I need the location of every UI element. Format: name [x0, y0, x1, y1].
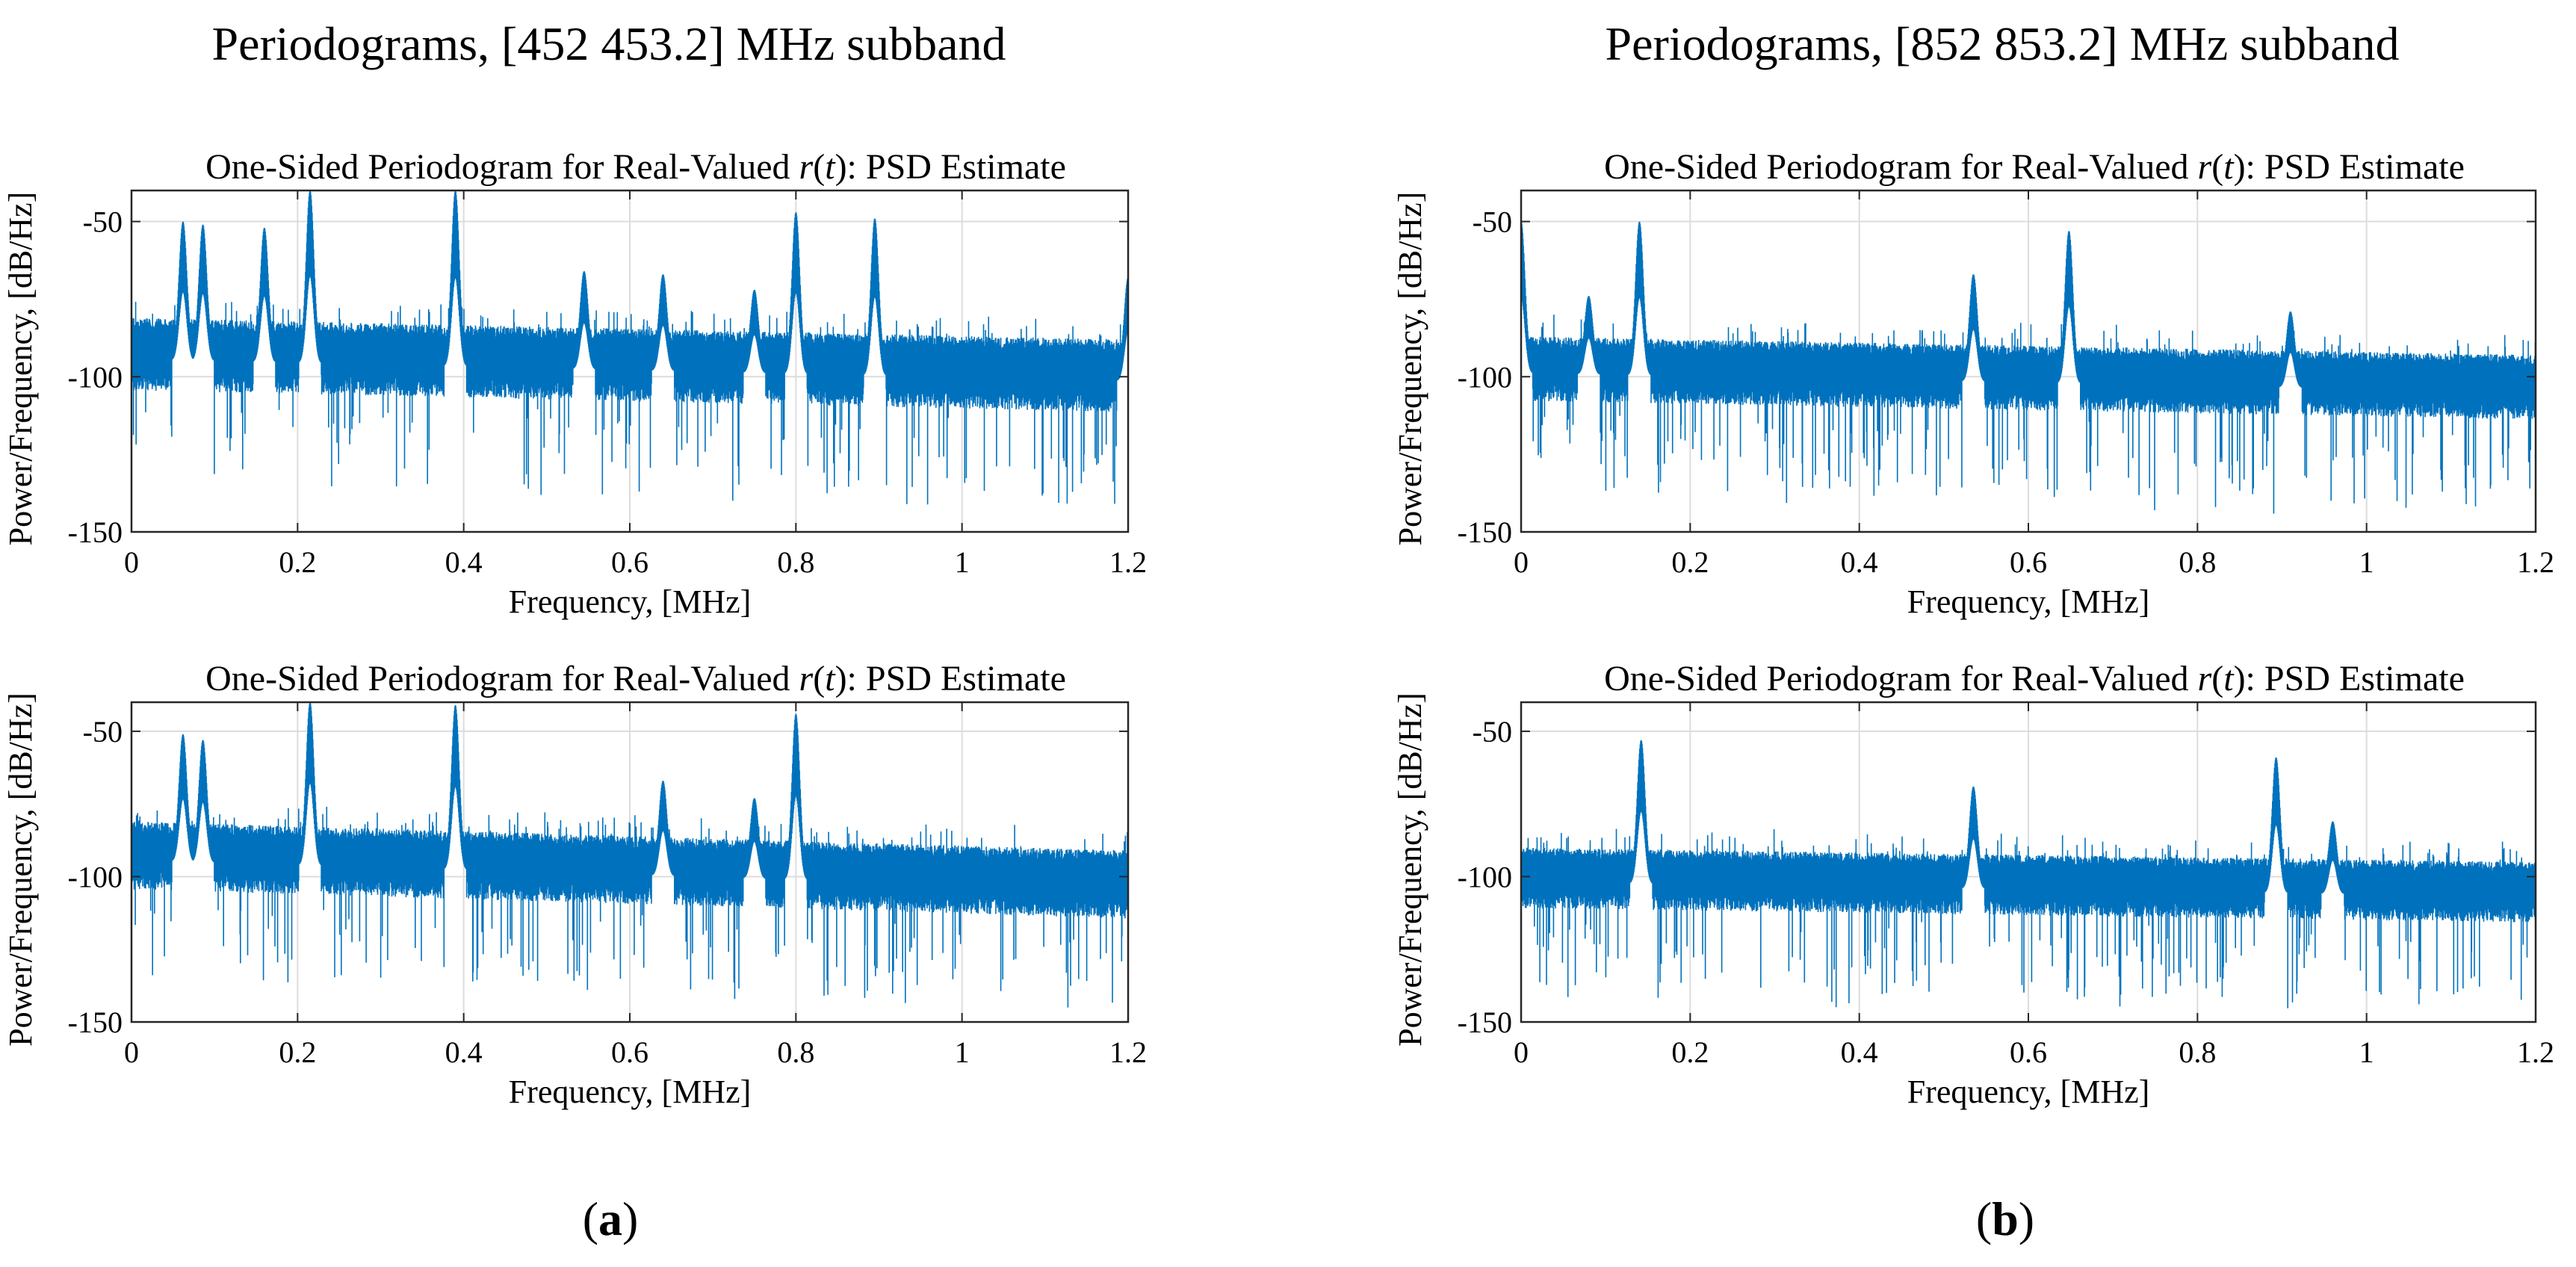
y-tick-label: -50 [83, 205, 123, 239]
x-tick-label: 0 [124, 1035, 139, 1069]
x-tick-label: 0.6 [2010, 545, 2047, 579]
panel-label-b-letter: b [1992, 1192, 2019, 1245]
x-tick-label: 1.2 [1109, 1035, 1147, 1069]
panel-label-b-open: ( [1975, 1192, 1993, 1245]
chart-b-top: 0 0.2 0.4 0.6 0.8 1 1.2 -150 -100 -50 Frequency, [… [1392, 147, 2554, 620]
x-tick-label: 0.8 [2179, 1035, 2216, 1069]
y-tick-label: -100 [1458, 860, 1512, 893]
x-tick-label: 1 [2359, 545, 2374, 579]
x-axis-label: Frequency, [MHz] [509, 583, 752, 620]
x-tick-label: 0.6 [611, 545, 648, 579]
x-tick-label: 1.2 [2517, 1035, 2554, 1069]
x-axis-label: Frequency, [MHz] [1907, 1074, 2150, 1110]
y-tick-label: -100 [68, 860, 123, 893]
y-axis-label: Power/Frequency, [dB/Hz] [2, 693, 39, 1047]
y-tick-label: -50 [83, 715, 123, 749]
chart-title: One-Sided Periodogram for Real-Valued r(… [205, 659, 1066, 698]
x-tick-label: 0.6 [611, 1035, 648, 1069]
x-tick-label: 0 [1514, 1035, 1529, 1069]
x-axis-label: Frequency, [MHz] [1907, 583, 2150, 620]
panel-label-a: (a) [536, 1192, 685, 1247]
chart-a-bottom: 0 0.2 0.4 0.6 0.8 1 1.2 -150 -100 -50 Frequency, [… [2, 659, 1147, 1110]
x-tick-label: 0.8 [2179, 545, 2216, 579]
figure-title-a: Periodograms, [452 453.2] MHz subband [211, 17, 1006, 70]
y-tick-label: -150 [1458, 1006, 1512, 1039]
psd-series-line [1521, 740, 2536, 1009]
psd-series-line [1521, 221, 2536, 514]
y-tick-label: -50 [1473, 715, 1512, 749]
x-tick-label: 1.2 [2517, 545, 2554, 579]
x-tick-label: 1 [955, 545, 970, 579]
panel-label-b: (b) [1931, 1192, 2080, 1247]
y-tick-label: -100 [68, 360, 123, 394]
panel-label-b-close: ) [2018, 1192, 2035, 1245]
chart-b-bottom: 0 0.2 0.4 0.6 0.8 1 1.2 -150 -100 -50 Frequency, [… [1392, 659, 2554, 1110]
x-tick-label: 0.4 [1841, 1035, 1878, 1069]
chart-title: One-Sided Periodogram for Real-Valued r(… [205, 147, 1066, 187]
x-tick-label: 0.2 [1671, 545, 1709, 579]
x-tick-label: 0.4 [445, 545, 483, 579]
psd-series-line [131, 702, 1128, 1008]
x-tick-label: 1.2 [1109, 545, 1147, 579]
y-tick-label: -100 [1458, 360, 1512, 394]
chart-title: One-Sided Periodogram for Real-Valued r(… [1604, 659, 2465, 698]
x-tick-label: 0.4 [445, 1035, 483, 1069]
y-tick-label: -50 [1473, 205, 1512, 239]
panel-label-a-letter: a [598, 1192, 622, 1245]
x-axis-label: Frequency, [MHz] [509, 1074, 752, 1110]
panel-label-a-close: ) [622, 1192, 639, 1245]
y-tick-label: -150 [68, 515, 123, 549]
x-tick-label: 1 [955, 1035, 970, 1069]
x-tick-label: 0.2 [279, 545, 316, 579]
psd-series-line [131, 190, 1128, 505]
x-tick-label: 0.2 [279, 1035, 316, 1069]
y-tick-label: -150 [1458, 515, 1512, 549]
x-tick-label: 0 [1514, 545, 1529, 579]
chart-title: One-Sided Periodogram for Real-Valued r(… [1604, 147, 2465, 187]
x-tick-label: 0.8 [777, 1035, 814, 1069]
x-tick-label: 1 [2359, 1035, 2374, 1069]
x-tick-label: 0 [124, 545, 139, 579]
x-tick-label: 0.2 [1671, 1035, 1709, 1069]
y-axis-label: Power/Frequency, [dB/Hz] [2, 192, 39, 546]
panel-label-a-open: ( [582, 1192, 598, 1245]
x-tick-label: 0.6 [2010, 1035, 2047, 1069]
y-tick-label: -150 [68, 1006, 123, 1039]
y-axis-label: Power/Frequency, [dB/Hz] [1392, 192, 1428, 546]
chart-a-top: 0 0.2 0.4 0.6 0.8 1 1.2 -150 -100 -50 Frequency, [… [2, 147, 1147, 620]
x-tick-label: 0.4 [1841, 545, 1878, 579]
figure-title-b: Periodograms, [852 853.2] MHz subband [1605, 17, 2400, 70]
y-axis-label: Power/Frequency, [dB/Hz] [1392, 693, 1428, 1047]
x-tick-label: 0.8 [777, 545, 814, 579]
